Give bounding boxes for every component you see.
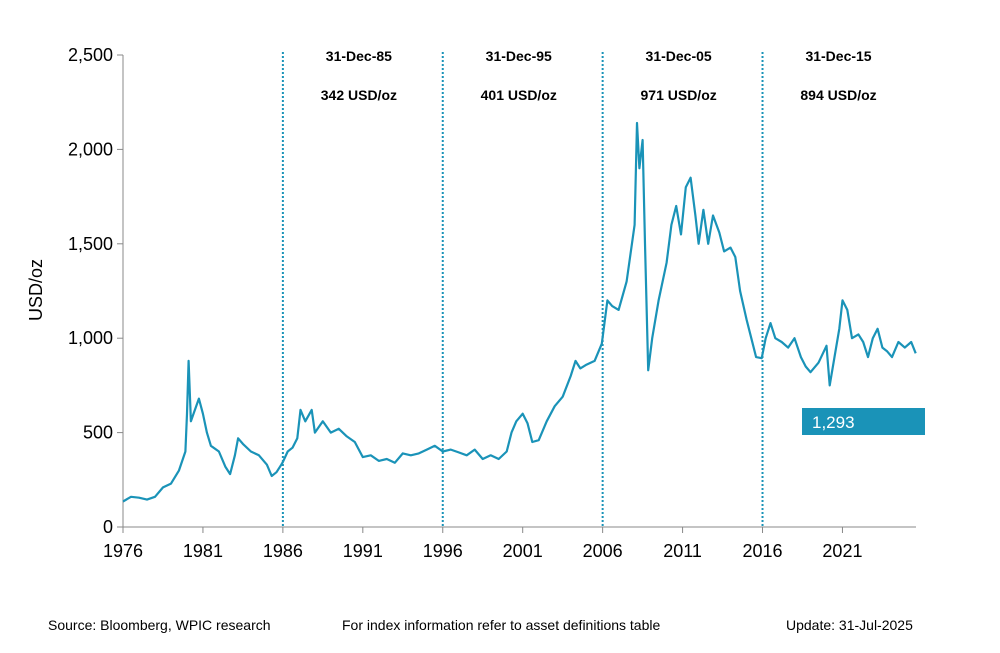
y-tick-label: 0 xyxy=(103,517,113,537)
x-tick-label: 1986 xyxy=(263,541,303,561)
y-tick-label: 2,000 xyxy=(68,139,113,159)
footer-note: For index information refer to asset def… xyxy=(342,617,661,633)
y-tick-label: 2,500 xyxy=(68,45,113,65)
y-axis-label: USD/oz xyxy=(26,259,46,321)
current-value-label: 1,293 xyxy=(812,413,855,432)
series-line xyxy=(122,121,917,503)
x-tick-label: 2011 xyxy=(663,541,702,561)
annotations: 31-Dec-85 342 USD/oz 31-Dec-95 401 USD/oz 31… xyxy=(321,48,925,435)
marker-date-label: 31-Dec-85 xyxy=(326,48,392,64)
x-tick-label: 2021 xyxy=(822,541,862,561)
marker-date-label: 31-Dec-15 xyxy=(805,48,871,64)
x-tick-label: 1996 xyxy=(423,541,463,561)
marker-price-label: 401 USD/oz xyxy=(481,87,557,103)
x-tick-label: 2006 xyxy=(583,541,623,561)
y-tick-label: 500 xyxy=(83,423,113,443)
x-tick-label: 2001 xyxy=(503,541,543,561)
marker-date-label: 31-Dec-95 xyxy=(486,48,552,64)
y-tick-label: 1,500 xyxy=(68,234,113,254)
x-tick-label: 1981 xyxy=(183,541,223,561)
marker-price-label: 342 USD/oz xyxy=(321,87,397,103)
marker-date-label: 31-Dec-05 xyxy=(646,48,712,64)
current-value-box xyxy=(802,408,925,435)
x-tick-label: 1991 xyxy=(343,541,383,561)
x-tick-label: 2016 xyxy=(742,541,782,561)
marker-price-label: 894 USD/oz xyxy=(800,87,876,103)
series xyxy=(122,121,917,503)
y-tick-label: 1,000 xyxy=(68,328,113,348)
footer-update: Update: 31-Jul-2025 xyxy=(786,617,913,633)
footer-source: Source: Bloomberg, WPIC research xyxy=(48,617,271,633)
vertical-markers xyxy=(281,52,764,527)
x-tick-label: 1976 xyxy=(103,541,143,561)
axes: 0 500 1,000 1,500 2,000 2,500 1976 1981 1986 1991… xyxy=(68,45,916,561)
marker-price-label: 971 USD/oz xyxy=(641,87,717,103)
